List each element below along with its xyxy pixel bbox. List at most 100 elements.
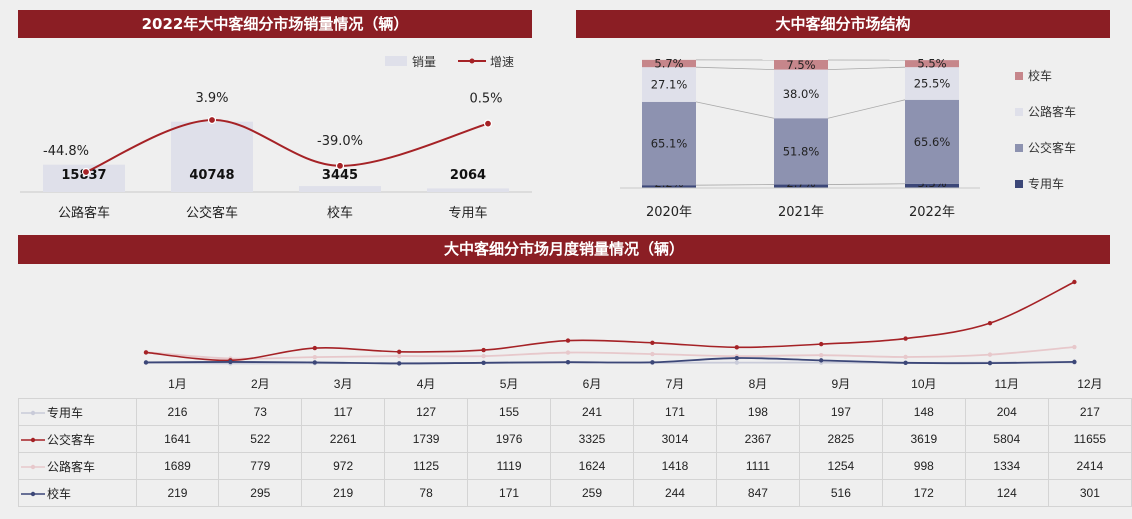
x-tick-label: 2020年 (646, 205, 692, 220)
table-cell: 219 (301, 479, 386, 507)
stack-segment (642, 67, 696, 102)
table-cell: 217 (1047, 398, 1132, 426)
series-line-1 (145, 281, 1075, 362)
segment-label: 5.5% (917, 57, 946, 71)
panel2-title: 大中客细分市场结构 (576, 10, 1110, 38)
bar-1 (171, 121, 253, 192)
series-point (481, 360, 486, 365)
table-cell: 219 (135, 479, 220, 507)
table-cell: 11655 (1047, 425, 1132, 453)
series-connector (695, 101, 775, 119)
legend-label: 公交客车 (1028, 140, 1076, 155)
month-header: 2月 (250, 376, 270, 391)
table-cell: 117 (301, 398, 386, 426)
series-point (987, 352, 993, 357)
table-corner (19, 368, 137, 399)
series-connector (827, 66, 906, 70)
table-cell: 127 (384, 398, 469, 426)
table-cell: 2367 (715, 425, 800, 453)
series-line-3 (145, 357, 1075, 365)
series-point (903, 360, 908, 365)
panel3-title: 大中客细分市场月度销量情况（辆） (18, 235, 1110, 264)
table-cell: 2825 (798, 425, 883, 453)
series-point (481, 347, 486, 353)
series-label: 公交客车 (47, 432, 96, 447)
series-point (397, 353, 402, 359)
legend-volume-swatch (385, 56, 407, 66)
table-row: 公路客车 1689 779 972 1125 1119 1624 1418 1111 1254 99… (18, 452, 1132, 480)
growth-point-0 (81, 167, 91, 177)
x-tick-label: 2022年 (909, 205, 955, 220)
table-row: 校车 219 295 219 78 171 259 244 847 516 172 124 301 (18, 479, 1132, 507)
series-line-icon (21, 492, 45, 497)
series-point (987, 360, 993, 366)
series-point (1072, 279, 1077, 285)
segment-label: 65.1% (651, 137, 688, 151)
series-point (565, 350, 571, 355)
segment-label: 65.6% (914, 135, 951, 149)
table-cell: 124 (964, 479, 1049, 507)
growth-value-label: 3.9% (195, 91, 228, 106)
table-cell: 1111 (715, 452, 800, 480)
legend-label: 校车 (1028, 68, 1052, 83)
series-point (1072, 344, 1077, 350)
table-cell: 1624 (550, 452, 634, 480)
monthly-sales-table: 1月 2月 3月 4月 5月 6月 7月 8月 9月 10月 11月 12月 专用车 216 73 117 12… (18, 368, 1132, 507)
segment-label: 51.8% (783, 144, 820, 158)
series-point (650, 351, 655, 357)
segment-label: 38.0% (783, 87, 820, 101)
month-header: 4月 (416, 376, 436, 391)
stack-segment (642, 185, 696, 188)
table-cell: 244 (632, 479, 717, 507)
table-cell: 1334 (964, 452, 1049, 480)
bar-2 (299, 186, 381, 192)
series-point (228, 359, 233, 365)
legend-growth-marker (469, 58, 475, 64)
bar-value-label: 3445 (322, 168, 358, 183)
series-connector (695, 66, 775, 70)
table-cell: 1689 (135, 452, 220, 480)
series-point (819, 352, 824, 358)
table-cell: 2261 (301, 425, 386, 453)
series-point (397, 349, 402, 354)
bar-value-label: 40748 (189, 168, 234, 183)
table-cell: 197 (798, 398, 883, 426)
series-point (903, 354, 908, 360)
segment-label: 5.7% (654, 57, 683, 71)
table-cell: 73 (218, 398, 303, 426)
segment-label: 7.5% (786, 58, 815, 72)
month-header: 5月 (499, 376, 519, 391)
growth-point-3 (483, 119, 493, 128)
x-tick-label: 2021年 (778, 205, 824, 220)
series-name: 校车 (18, 479, 137, 507)
table-cell: 972 (301, 452, 386, 480)
series-line-icon (21, 465, 45, 470)
table-cell: 241 (550, 398, 634, 426)
table-cell: 1641 (135, 425, 220, 453)
series-point (312, 360, 317, 365)
table-cell: 1254 (798, 452, 883, 480)
table-cell: 779 (218, 452, 303, 480)
stack-segment (905, 60, 959, 68)
series-line-icon (21, 411, 45, 416)
legend-volume-label: 销量 (412, 55, 436, 69)
table-cell: 998 (881, 452, 966, 480)
bar-value-label: 2064 (450, 168, 486, 183)
stack-segment (774, 184, 828, 188)
table-cell: 204 (964, 398, 1049, 426)
table-cell: 1125 (384, 452, 469, 480)
segment-structure-chart: 2.2%65.1%27.1%5.7%2020年2.7%51.8%38.0%7.5… (620, 57, 1076, 220)
series-point (650, 360, 655, 365)
month-header: 3月 (333, 376, 353, 391)
table-cell: 1119 (467, 452, 552, 480)
series-point (903, 336, 908, 341)
table-cell: 171 (467, 479, 552, 507)
month-header: 6月 (582, 376, 602, 391)
bar-3 (427, 188, 509, 192)
table-cell: 3014 (632, 425, 717, 453)
table-cell: 5804 (964, 425, 1049, 453)
stack-segment (774, 69, 828, 119)
stack-segment (905, 183, 959, 188)
month-header: 11月 (994, 376, 1019, 391)
series-name: 公路客车 (18, 452, 137, 480)
